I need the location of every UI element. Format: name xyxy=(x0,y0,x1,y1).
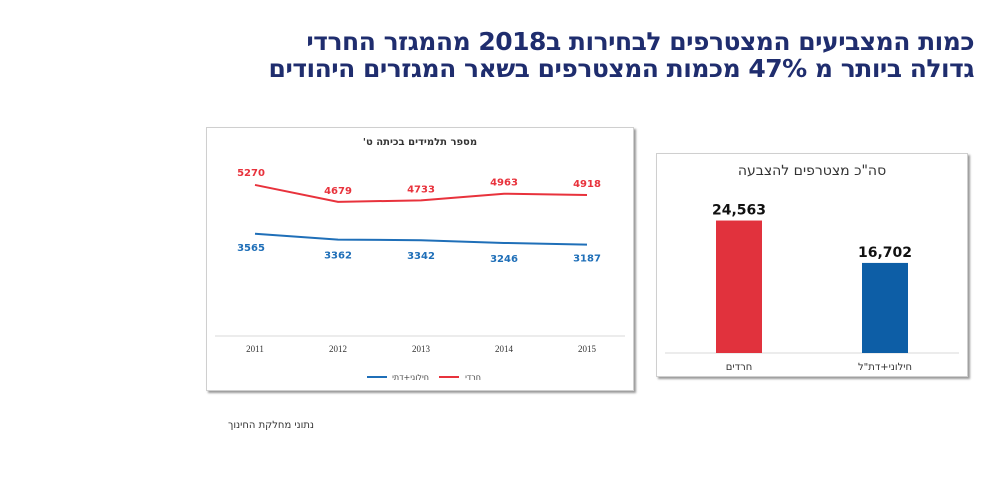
data-label: 5270 xyxy=(237,168,265,179)
series-line-1 xyxy=(254,183,588,203)
bar-value-label: 16,702 xyxy=(858,245,912,261)
line-chart: מספר תלמידים בכיתה ט' 2011 2012 2013 2014 201… xyxy=(215,137,625,382)
bar-0 xyxy=(716,220,762,353)
data-label: 3187 xyxy=(573,254,601,265)
x-tick-label: 2014 xyxy=(495,344,514,354)
bar-1 xyxy=(862,262,908,353)
data-label: 4918 xyxy=(573,179,601,190)
line-chart-panel: מספר תלמידים בכיתה ט' 2011 2012 2013 2014 201… xyxy=(206,127,634,391)
series-line-0 xyxy=(254,232,588,246)
data-label: 4679 xyxy=(324,186,352,197)
x-tick-label: 2013 xyxy=(412,344,431,354)
data-label: 4733 xyxy=(407,184,435,195)
data-label: 3342 xyxy=(407,251,435,262)
data-label: 3362 xyxy=(324,251,352,262)
x-tick-label: חרדים xyxy=(726,362,753,373)
bar-chart: סה"כ מצטרפים להצבעה 24,563 חרדים 16,702 חילו… xyxy=(665,163,959,373)
headline-line-1: כמות המצביעים המצטרפים לבחירות ב2018 מהמ… xyxy=(306,27,974,56)
legend-label-1: חרדי xyxy=(465,373,481,382)
data-label: 4963 xyxy=(490,178,518,189)
data-label: 3565 xyxy=(237,243,265,254)
chart-title: סה"כ מצטרפים להצבעה xyxy=(738,163,886,179)
bar-chart-panel: סה"כ מצטרפים להצבעה 24,563 חרדים 16,702 חילו… xyxy=(656,153,968,377)
bar-value-label: 24,563 xyxy=(712,203,766,219)
x-tick-label: 2011 xyxy=(246,344,264,354)
legend-label-0: חילוני+דתי xyxy=(392,373,429,382)
x-tick-label: 2015 xyxy=(578,344,597,354)
data-label: 3246 xyxy=(490,254,518,265)
x-tick-label: חילוני+דת"ל xyxy=(858,362,912,373)
headline: כמות המצביעים המצטרפים לבחירות ב2018 מהמ… xyxy=(154,27,975,83)
source-footnote: נתוני מחלקת החינוך xyxy=(228,420,314,431)
chart-title: מספר תלמידים בכיתה ט' xyxy=(363,137,477,148)
x-tick-label: 2012 xyxy=(329,344,347,354)
headline-line-2: גדולה ביותר מ 47% מכמות המצטרפים בשאר המ… xyxy=(268,54,975,83)
